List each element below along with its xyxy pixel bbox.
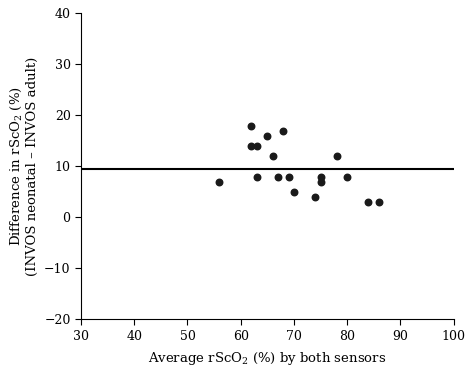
Point	[290, 189, 298, 195]
Point	[216, 178, 223, 184]
Point	[247, 143, 255, 149]
Point	[280, 128, 287, 134]
Point	[317, 178, 324, 184]
Point	[247, 123, 255, 129]
Point	[333, 153, 340, 159]
Point	[285, 174, 292, 180]
X-axis label: Average rScO$_2$ (%) by both sensors: Average rScO$_2$ (%) by both sensors	[148, 350, 386, 367]
Point	[311, 194, 319, 200]
Point	[317, 174, 324, 180]
Point	[375, 199, 383, 205]
Point	[269, 153, 276, 159]
Point	[253, 143, 261, 149]
Point	[274, 174, 282, 180]
Point	[253, 174, 261, 180]
Point	[264, 133, 271, 139]
Y-axis label: Difference in rScO$_2$ (%)
(INVOS neonatal – INVOS adult): Difference in rScO$_2$ (%) (INVOS neonat…	[9, 57, 38, 276]
Point	[365, 199, 372, 205]
Point	[343, 174, 351, 180]
